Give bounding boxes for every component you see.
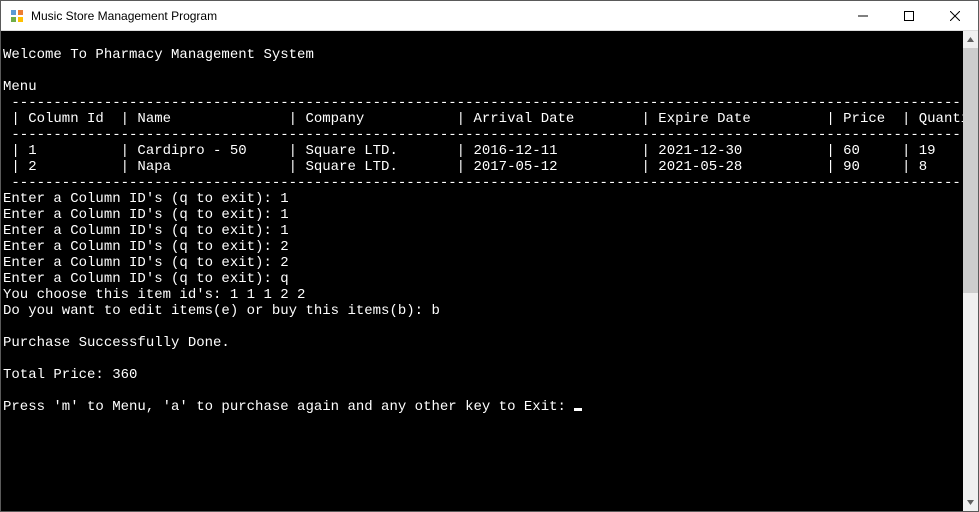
maximize-button[interactable] [886, 1, 932, 31]
scroll-up-button[interactable] [963, 31, 978, 48]
vertical-scrollbar[interactable] [963, 31, 978, 511]
minimize-button[interactable] [840, 1, 886, 31]
close-button[interactable] [932, 1, 978, 31]
scroll-thumb[interactable] [963, 48, 978, 293]
console-output[interactable]: Welcome To Pharmacy Management System Me… [1, 45, 963, 497]
app-window: Music Store Management Program Welcome T… [0, 0, 979, 512]
scroll-down-button[interactable] [963, 494, 978, 511]
app-icon [9, 8, 25, 24]
cursor [574, 408, 582, 411]
scroll-track[interactable] [963, 48, 978, 494]
titlebar[interactable]: Music Store Management Program [1, 1, 978, 31]
client-area: Welcome To Pharmacy Management System Me… [1, 31, 978, 511]
window-title: Music Store Management Program [31, 9, 217, 23]
